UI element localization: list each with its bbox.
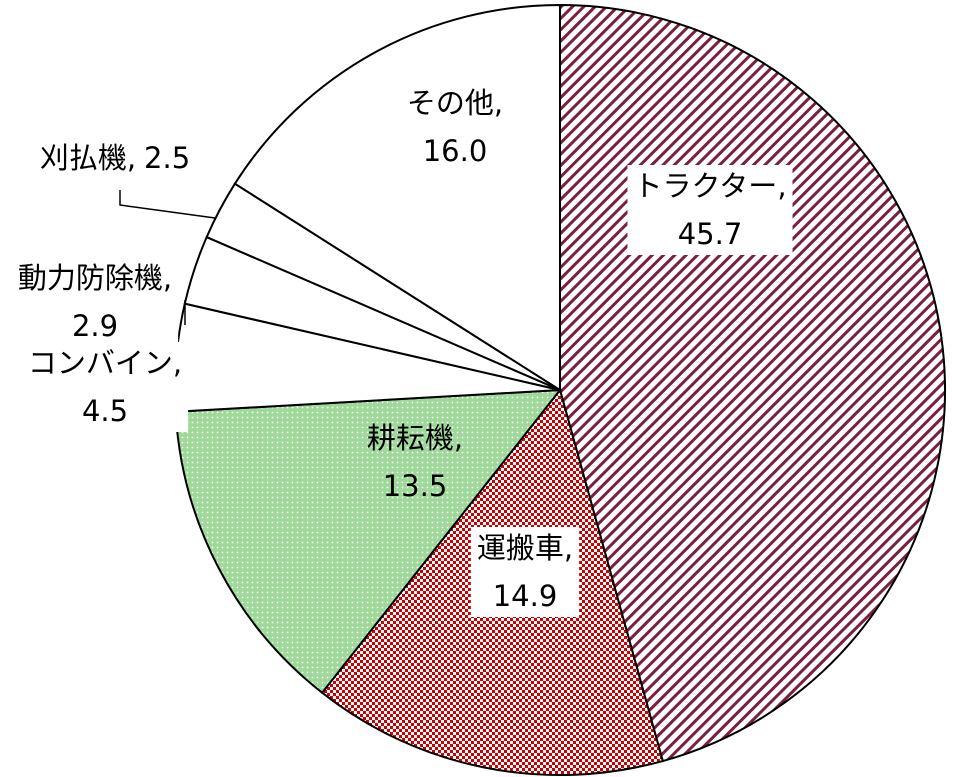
data-label: 刈払機,2.5 xyxy=(34,137,196,179)
data-value: 2.5 xyxy=(144,141,190,175)
category-name: コンバイン xyxy=(28,346,173,380)
leader-line xyxy=(120,190,215,218)
data-value: 16.0 xyxy=(423,134,488,168)
category-name: トラクター xyxy=(633,169,777,203)
data-label: 運搬車,14.9 xyxy=(471,527,579,617)
data-value: 14.9 xyxy=(493,579,558,613)
category-name: 耕耘機 xyxy=(367,421,454,455)
data-label-text: 刈払機,2.5 xyxy=(40,141,190,175)
separator: , xyxy=(777,169,786,203)
separator: , xyxy=(454,421,463,455)
separator: , xyxy=(564,531,573,565)
separator: , xyxy=(127,141,136,175)
data-value: 2.9 xyxy=(72,309,118,343)
data-value: 13.5 xyxy=(383,469,448,503)
separator: , xyxy=(173,346,182,380)
separator: , xyxy=(163,261,172,295)
data-value: 45.7 xyxy=(678,217,743,251)
category-name: 刈払機 xyxy=(40,141,127,175)
category-name: 動力防除機 xyxy=(18,261,163,295)
data-label: コンバイン, 4.5 xyxy=(22,342,188,432)
chart: トラクター,45.7運搬車,14.9耕耘機,13.5コンバイン,4.5動力防除機… xyxy=(0,0,955,777)
data-label: 動力防除機, 2.9 xyxy=(12,257,178,347)
data-value: 4.5 xyxy=(82,394,128,428)
category-name: 運搬車 xyxy=(477,531,564,565)
separator: , xyxy=(494,86,503,120)
category-name: その他 xyxy=(407,86,494,120)
data-label: トラクター, 45.7 xyxy=(627,165,792,255)
pie xyxy=(175,5,945,775)
